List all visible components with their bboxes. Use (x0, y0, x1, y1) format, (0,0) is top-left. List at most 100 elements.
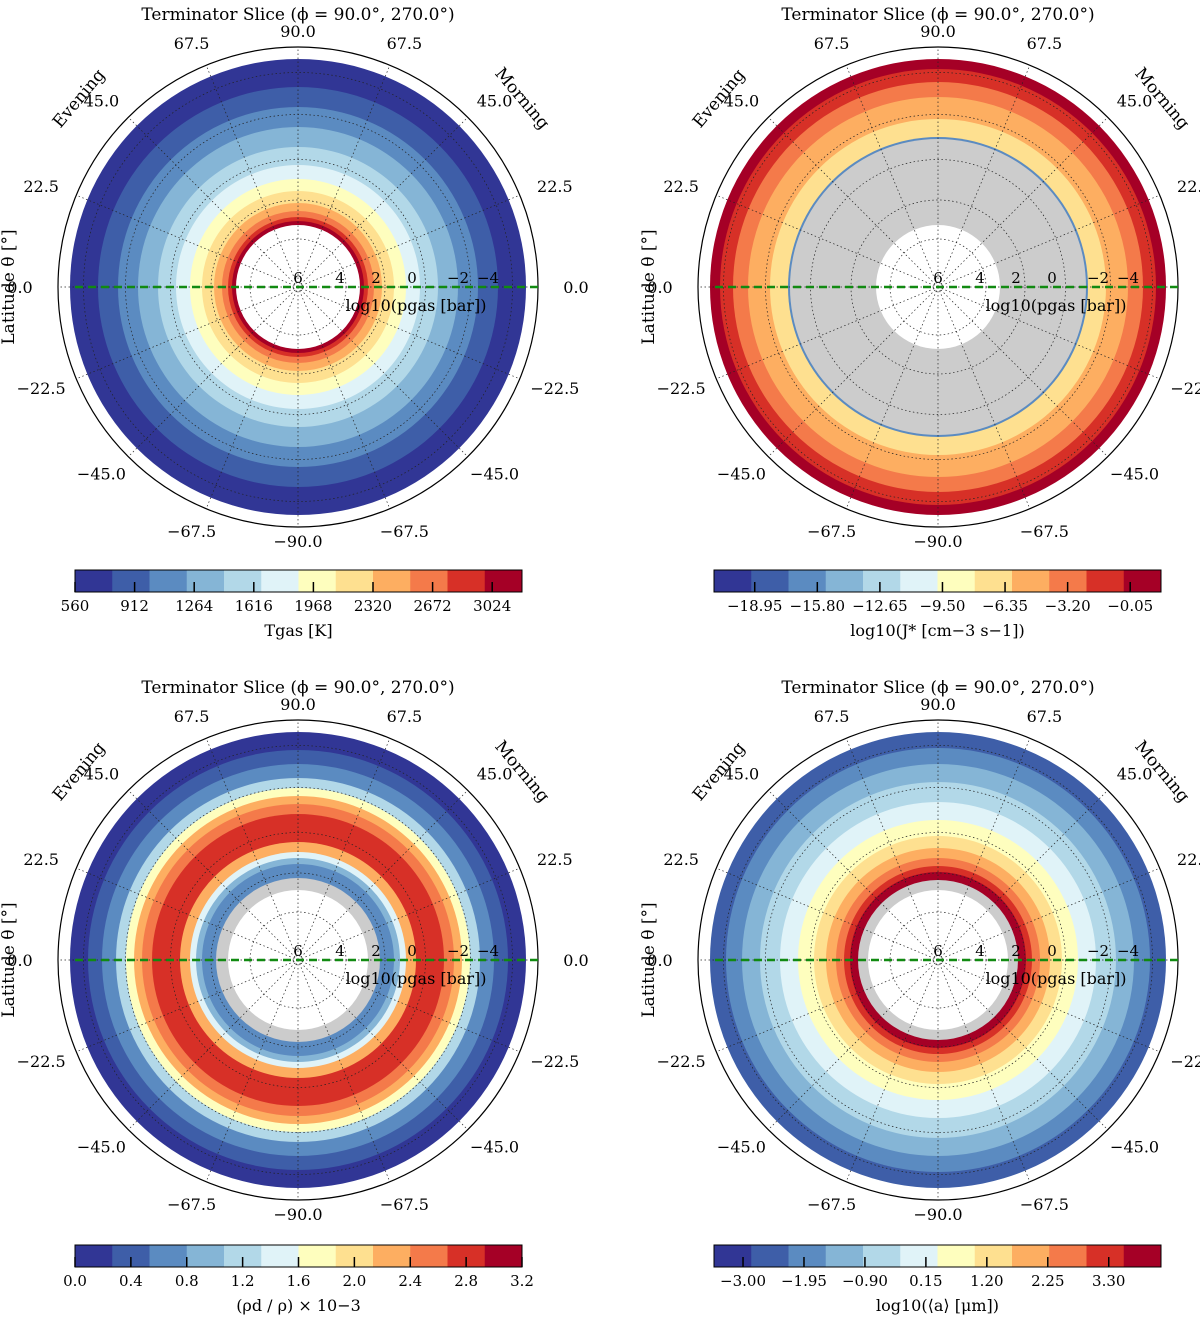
colorbar-tick-label: 2672 (414, 597, 452, 615)
grid-spoke (297, 959, 468, 1130)
colorbar-segment (1086, 1245, 1125, 1267)
angle-tick-label: −22.5 (657, 379, 706, 398)
grid-spoke (937, 194, 1160, 288)
grid-spoke (937, 286, 1031, 509)
colorbar-tick-label: 1264 (175, 597, 213, 615)
colorbar-tick-label: 2.8 (454, 1272, 478, 1290)
colorbar-segment (484, 1245, 523, 1267)
angle-tick-label: −22.5 (657, 1052, 706, 1071)
colorbar-segment (900, 1245, 938, 1267)
colorbar-segment (825, 570, 864, 592)
colorbar-tick-label: 1.20 (970, 1272, 1003, 1290)
grid-spoke (297, 286, 520, 380)
colorbar-segment (149, 570, 188, 592)
grid-spoke (845, 959, 939, 1182)
radial-tick-label: 2 (371, 269, 381, 287)
chart-title: Terminator Slice (ϕ = 90.0°, 270.0°) (141, 5, 454, 25)
radial-tick-label: 0 (407, 269, 417, 287)
angle-tick-label: −67.5 (380, 522, 429, 541)
angle-tick-label: 22.5 (1177, 850, 1200, 869)
colorbar-segment (447, 1245, 486, 1267)
colorbar-segment (714, 570, 752, 592)
radial-tick-label: 2 (1011, 942, 1021, 960)
angle-tick-label: 90.0 (280, 22, 316, 41)
colorbar-segment (484, 570, 523, 592)
colorbar-tick-label: −9.50 (919, 597, 965, 615)
angle-tick-label: 0.0 (7, 951, 32, 970)
colorbar-tick-label: 0.0 (63, 1272, 87, 1290)
radial-axis-label: log10(pgas [bar]) (985, 969, 1126, 988)
colorbar-tick-label: −6.35 (982, 597, 1028, 615)
colorbar-segment (937, 1245, 976, 1267)
angle-tick-label: −22.5 (530, 379, 579, 398)
angle-tick-label: −22.5 (17, 1052, 66, 1071)
angle-tick-label: −45.0 (1110, 1138, 1159, 1157)
angle-tick-label: −22.5 (17, 379, 66, 398)
colorbar-segment (751, 1245, 789, 1267)
angle-tick-label: 67.5 (387, 34, 423, 53)
colorbar-segment (186, 1245, 225, 1267)
angle-tick-label: 22.5 (537, 850, 573, 869)
angle-tick-label: −45.0 (470, 1138, 519, 1157)
angle-tick-label: 0.0 (7, 278, 32, 297)
angle-tick-label: 22.5 (23, 850, 59, 869)
colorbar-segment (298, 1245, 337, 1267)
angle-tick-label: −67.5 (807, 522, 856, 541)
colorbar-segment (373, 570, 411, 592)
grid-spoke (937, 738, 1031, 961)
colorbar-frame (74, 569, 523, 593)
panel-1: Terminator Slice (ϕ = 90.0°, 270.0°)90.0… (0, 5, 589, 640)
colorbar-tick-label: 1.2 (231, 1272, 255, 1290)
grid-spoke (297, 194, 520, 288)
chart-title: Terminator Slice (ϕ = 90.0°, 270.0°) (781, 678, 1094, 698)
angle-tick-label: −90.0 (913, 532, 962, 551)
angle-tick-label: −45.0 (77, 1138, 126, 1157)
grid-circle (83, 72, 513, 502)
grid-spoke (128, 117, 299, 288)
colorbar-label: (ρd / ρ) × 10−3 (236, 1296, 361, 1315)
angle-tick-label: 67.5 (814, 707, 850, 726)
angle-tick-label: 22.5 (663, 177, 699, 196)
grid-spoke (937, 867, 1160, 961)
colorbar-segment (863, 570, 901, 592)
grid-spoke (76, 194, 299, 288)
angle-tick-label: 45.0 (84, 91, 120, 110)
colorbar-frame (713, 569, 1162, 593)
y-axis-label: Latitude θ [°] (0, 902, 19, 1017)
grid-spoke (297, 286, 391, 509)
grid-spoke (297, 959, 520, 1053)
grid-spoke (937, 286, 1160, 380)
colorbar-tick-label: −15.80 (790, 597, 846, 615)
y-axis-label: Latitude θ [°] (0, 229, 19, 344)
panel-4: Terminator Slice (ϕ = 90.0°, 270.0°)90.0… (639, 678, 1200, 1315)
angle-tick-label: 0.0 (647, 278, 672, 297)
colorbar-segment (788, 570, 827, 592)
grid-spoke (845, 738, 939, 961)
angle-tick-label: −67.5 (1020, 522, 1069, 541)
colorbar-segment (261, 1245, 299, 1267)
colorbar-tick-label: 2.25 (1031, 1272, 1064, 1290)
angle-tick-label: 0.0 (563, 951, 588, 970)
grid-spoke (937, 117, 1108, 288)
grid-spoke (937, 286, 1108, 457)
angle-tick-label: 90.0 (920, 22, 956, 41)
angle-tick-label: 67.5 (1027, 707, 1063, 726)
grid-spoke (716, 959, 939, 1053)
angle-tick-label: −45.0 (717, 465, 766, 484)
angle-tick-label: −90.0 (273, 532, 322, 551)
colorbar-tick-label: 1968 (294, 597, 332, 615)
grid-spoke (205, 738, 299, 961)
y-axis-label: Latitude θ [°] (639, 229, 659, 344)
angle-tick-label: −67.5 (1020, 1195, 1069, 1214)
angle-tick-label: −45.0 (77, 465, 126, 484)
grid-spoke (768, 790, 939, 961)
radial-tick-label: 6 (933, 942, 943, 960)
grid-spoke (297, 65, 391, 288)
y-axis-label: Latitude θ [°] (639, 902, 659, 1017)
grid-spoke (768, 117, 939, 288)
colorbar-segment (1123, 1245, 1162, 1267)
chart-title: Terminator Slice (ϕ = 90.0°, 270.0°) (141, 678, 454, 698)
angle-tick-label: −22.5 (1170, 1052, 1200, 1071)
colorbar-segment (410, 1245, 448, 1267)
radial-tick-label: 2 (1011, 269, 1021, 287)
